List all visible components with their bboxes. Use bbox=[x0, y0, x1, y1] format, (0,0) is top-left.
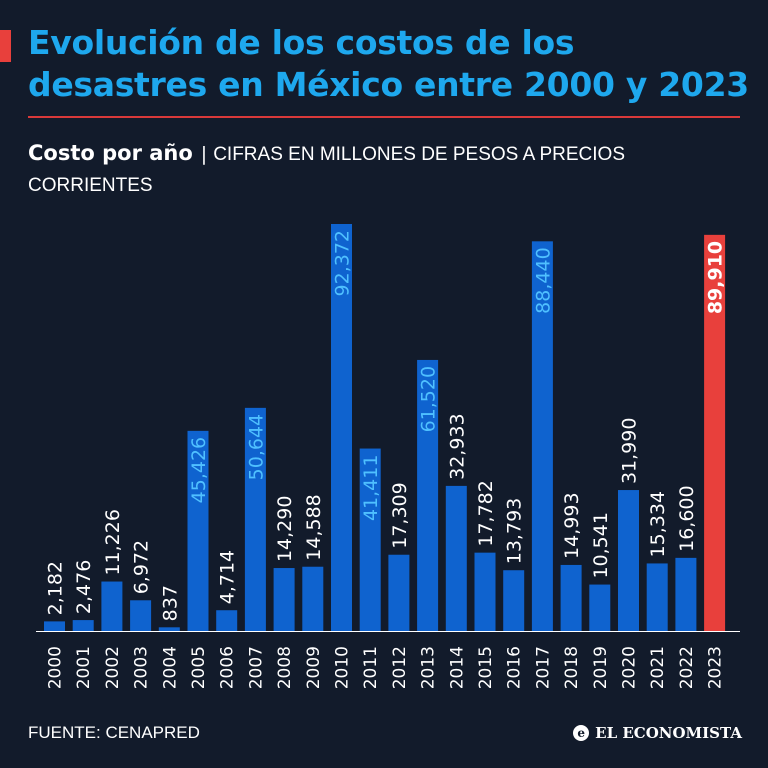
year-label-2007: 2007 bbox=[246, 646, 266, 689]
value-label-2010: 92,372 bbox=[332, 230, 354, 296]
bar-2014 bbox=[445, 485, 467, 631]
bar-2022 bbox=[675, 557, 697, 631]
bar-2002 bbox=[101, 581, 123, 631]
subtitle-units: CIFRAS EN MILLONES DE PESOS A PRECIOS CO… bbox=[28, 144, 625, 196]
year-label-2009: 2009 bbox=[304, 646, 324, 689]
year-label-2012: 2012 bbox=[390, 646, 410, 689]
year-label-2016: 2016 bbox=[505, 646, 525, 689]
year-label-2017: 2017 bbox=[533, 646, 553, 689]
year-label-2001: 2001 bbox=[74, 646, 94, 689]
bar-2013 bbox=[417, 359, 439, 631]
value-label-2018: 14,993 bbox=[561, 492, 583, 558]
value-label-2014: 32,933 bbox=[446, 413, 468, 479]
year-label-2018: 2018 bbox=[562, 646, 582, 689]
subtitle-separator: | bbox=[200, 143, 208, 165]
value-label-2023: 89,910 bbox=[705, 241, 727, 314]
value-label-2021: 15,334 bbox=[647, 491, 669, 557]
bar-2008 bbox=[273, 568, 295, 631]
year-label-2015: 2015 bbox=[476, 646, 496, 689]
value-label-2015: 17,782 bbox=[475, 480, 497, 546]
bar-2016 bbox=[503, 570, 525, 631]
bar-2018 bbox=[560, 564, 582, 631]
year-label-2013: 2013 bbox=[419, 646, 439, 689]
publisher-logo: e EL ECONOMISTA bbox=[573, 724, 742, 742]
year-label-2023: 2023 bbox=[706, 646, 726, 689]
bar-2009 bbox=[302, 566, 324, 631]
bar-2012 bbox=[388, 554, 410, 631]
bar-2019 bbox=[589, 584, 611, 631]
value-label-2012: 17,309 bbox=[389, 482, 411, 548]
bar-2011 bbox=[359, 448, 381, 631]
year-label-2020: 2020 bbox=[620, 646, 640, 689]
value-label-2013: 61,520 bbox=[418, 366, 440, 432]
bar-2004 bbox=[158, 627, 180, 631]
value-label-2003: 6,972 bbox=[131, 540, 153, 594]
year-label-2005: 2005 bbox=[189, 646, 209, 689]
value-label-2008: 14,290 bbox=[274, 496, 296, 562]
value-label-2019: 10,541 bbox=[590, 512, 612, 578]
year-label-2011: 2011 bbox=[361, 646, 381, 689]
bar-2007 bbox=[244, 407, 266, 631]
year-label-2002: 2002 bbox=[103, 646, 123, 689]
logo-icon: e bbox=[573, 725, 590, 741]
bar-2020 bbox=[618, 490, 639, 631]
bar-2023 bbox=[704, 234, 726, 631]
value-label-2009: 14,588 bbox=[303, 494, 325, 560]
logo-text: EL ECONOMISTA bbox=[595, 724, 742, 742]
value-label-2020: 31,990 bbox=[619, 418, 641, 484]
bar-2006 bbox=[216, 610, 238, 631]
value-label-2004: 837 bbox=[159, 585, 181, 621]
chart-subtitle: Costo por año | CIFRAS EN MILLONES DE PESO… bbox=[28, 138, 748, 201]
value-label-2000: 2,182 bbox=[45, 561, 67, 615]
value-label-2011: 41,411 bbox=[360, 455, 382, 521]
bar-2017 bbox=[531, 241, 553, 631]
year-label-2021: 2021 bbox=[648, 646, 668, 689]
year-label-2003: 2003 bbox=[132, 646, 152, 689]
value-label-2017: 88,440 bbox=[532, 247, 554, 313]
value-label-2006: 4,714 bbox=[217, 550, 239, 604]
bar-2000 bbox=[44, 621, 65, 631]
year-label-2022: 2022 bbox=[677, 646, 697, 689]
chart-title: Evolución de los costos de los desastres… bbox=[28, 23, 749, 104]
year-label-2010: 2010 bbox=[333, 646, 353, 689]
bar-2015 bbox=[474, 552, 496, 631]
year-label-2000: 2000 bbox=[46, 646, 66, 689]
title-accent-bar bbox=[0, 30, 11, 62]
bar-2010 bbox=[331, 224, 352, 631]
value-label-2005: 45,426 bbox=[188, 437, 210, 503]
year-label-2014: 2014 bbox=[447, 646, 467, 689]
year-label-2008: 2008 bbox=[275, 646, 295, 689]
year-label-2019: 2019 bbox=[591, 646, 611, 689]
source-note: FUENTE: CENAPRED bbox=[28, 723, 200, 742]
value-label-2001: 2,476 bbox=[73, 560, 95, 614]
value-label-2002: 11,226 bbox=[102, 509, 124, 575]
value-label-2007: 50,644 bbox=[245, 414, 267, 480]
subtitle-bold: Costo por año bbox=[28, 141, 193, 165]
bar-2001 bbox=[72, 620, 94, 631]
value-label-2016: 13,793 bbox=[504, 498, 526, 564]
year-label-2006: 2006 bbox=[218, 646, 238, 689]
value-label-2022: 16,600 bbox=[676, 485, 698, 551]
bar-2005 bbox=[187, 430, 209, 631]
title-divider bbox=[28, 116, 740, 118]
bar-2003 bbox=[130, 600, 152, 631]
bar-2021 bbox=[646, 563, 668, 631]
year-label-2004: 2004 bbox=[160, 646, 180, 689]
